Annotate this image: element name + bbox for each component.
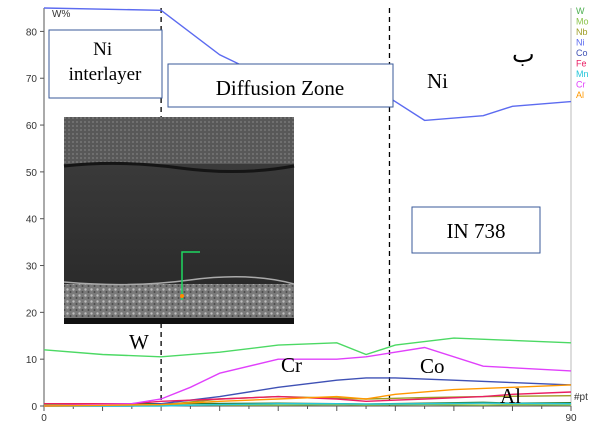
al-label: Al	[500, 384, 521, 408]
series-line-cr-upper	[43, 337, 572, 358]
cr-label: Cr	[281, 353, 302, 377]
annotations: Ni interlayer Diffusion Zone Ni ب IN 738…	[48, 29, 541, 408]
y-tick-label: 60	[26, 121, 38, 132]
y-tick-label: 20	[26, 308, 38, 319]
diffusion-zone-box	[167, 63, 394, 108]
series-line-al	[43, 384, 572, 407]
sem-bottom-layer	[64, 284, 294, 318]
sem-top-layer	[64, 117, 294, 164]
co-label: Co	[420, 354, 445, 378]
legend-entry-nb: Nb	[576, 27, 588, 37]
ni-interlayer-line-1: Ni	[93, 39, 112, 60]
x-axis-label: #pt	[574, 392, 588, 403]
y-tick-label: 10	[26, 355, 38, 366]
y-ticks: 0 10 20 30 40 50 60 70 80	[26, 27, 44, 413]
ni-label: Ni	[427, 69, 448, 93]
sem-micrograph-inset	[63, 117, 295, 324]
legend-entry-ni: Ni	[576, 38, 585, 48]
arabic-label: ب	[512, 42, 535, 68]
in738-box	[411, 206, 541, 254]
y-tick-label: 0	[31, 402, 37, 413]
ni-interlayer-box	[48, 29, 163, 99]
series-line-co	[44, 377, 572, 407]
series-line-mn	[44, 402, 572, 407]
ni-interlayer-line-2: interlayer	[69, 64, 142, 85]
sem-middle-layer	[64, 164, 294, 284]
sem-linescan-marker	[181, 251, 200, 300]
legend-entry-fe: Fe	[576, 59, 587, 69]
legend-entry-al: Al	[576, 90, 584, 100]
legend-entry-mn: Mn	[576, 69, 589, 79]
y-tick-label: 30	[26, 262, 38, 273]
diffusion-zone-label: Diffusion Zone	[216, 76, 345, 100]
y-tick-label: 70	[26, 74, 38, 85]
y-tick-label: 50	[26, 168, 38, 179]
y-tick-label: 80	[26, 27, 38, 38]
legend-entry-co: Co	[576, 48, 588, 58]
in738-label: IN 738	[447, 219, 506, 243]
x-ticks: 0 90	[41, 406, 577, 424]
legend-entry-mo: Mo	[576, 17, 589, 27]
w-label: W	[129, 330, 149, 354]
y-axis-label: W%	[52, 9, 70, 20]
legend-entry-cr: Cr	[576, 80, 586, 90]
legend-entry-w: W	[576, 6, 585, 16]
series-line-cr	[43, 346, 572, 407]
ni-interlayer-label: Ni interlayer	[69, 39, 142, 85]
x-tick-label: 90	[565, 413, 577, 424]
y-tick-label: 40	[26, 215, 38, 226]
x-tick-label: 0	[41, 413, 47, 424]
